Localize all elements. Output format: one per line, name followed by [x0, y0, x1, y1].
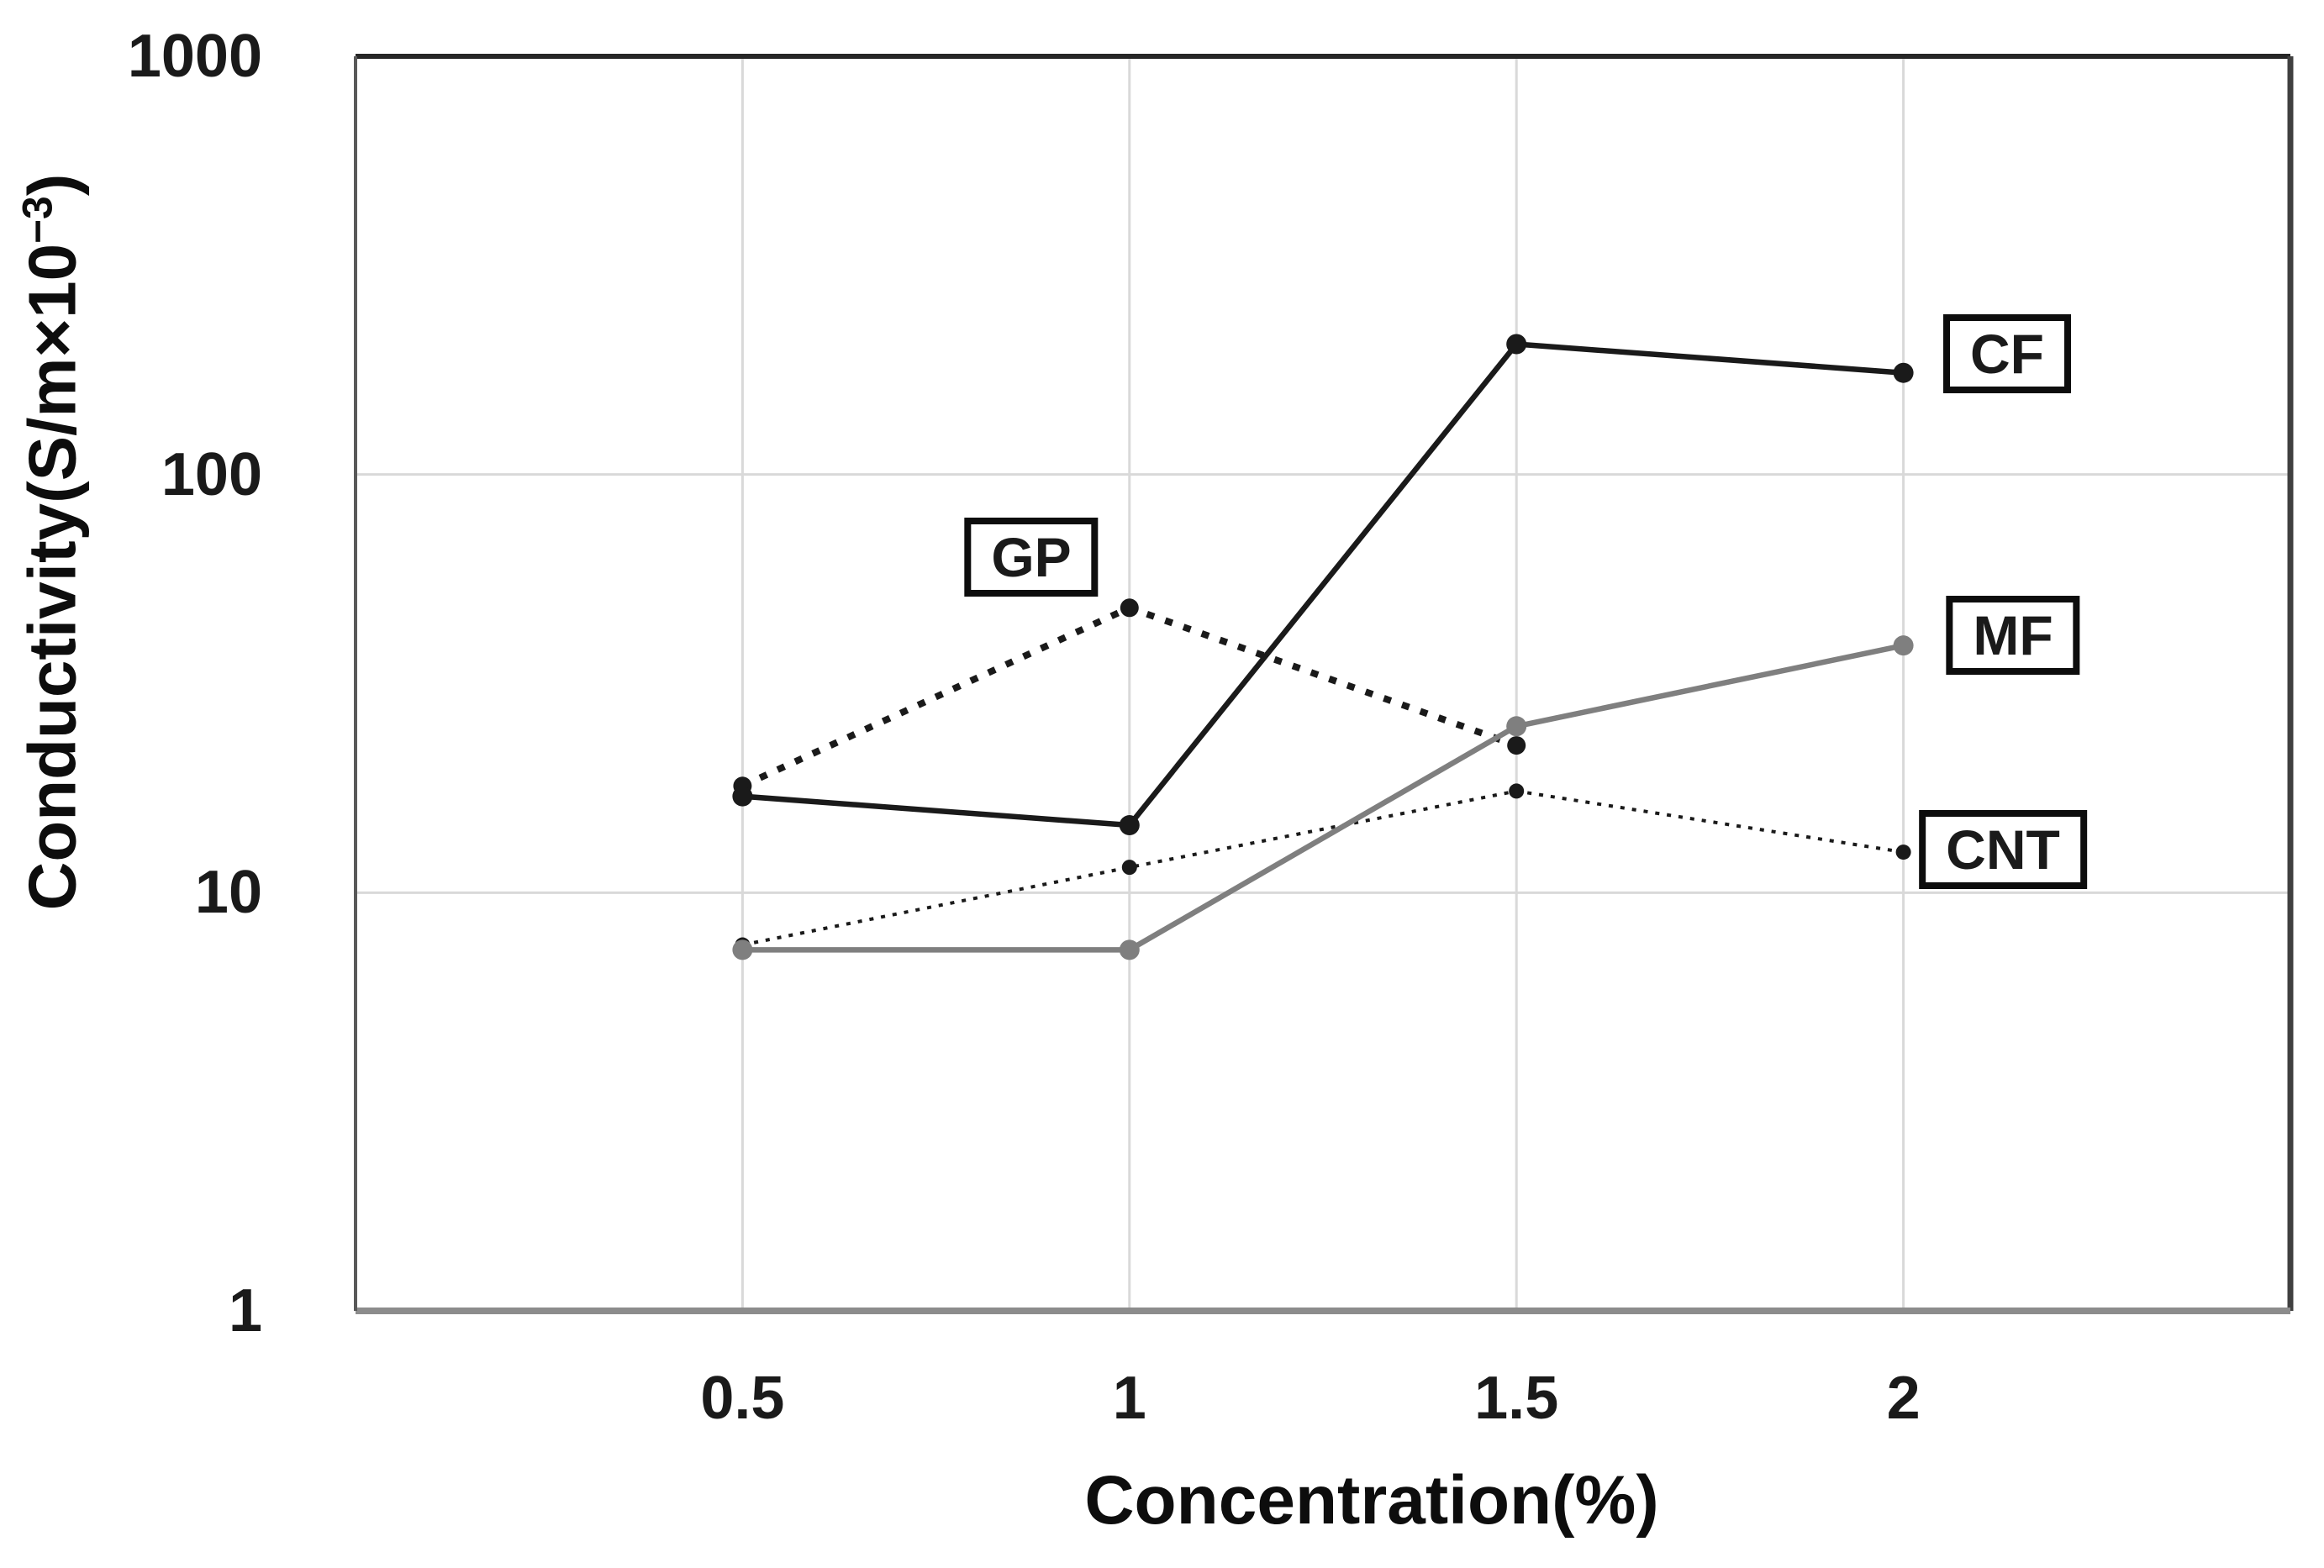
series-label-GP: GP — [964, 518, 1099, 597]
data-point-CF-0.5 — [732, 786, 753, 807]
y-axis-title-superscript: −3 — [13, 196, 61, 244]
x-tick-label-1: 1 — [1112, 1365, 1146, 1432]
y-axis-title-main: Conductivity(S/m×10 — [14, 243, 90, 911]
x-tick-label-0.5: 0.5 — [700, 1365, 785, 1432]
x-tick-label-1.5: 1.5 — [1474, 1365, 1559, 1432]
y-tick-label-1000: 1000 — [127, 23, 262, 90]
data-point-MF-2 — [1893, 635, 1914, 656]
y-tick-label-100: 100 — [161, 440, 262, 508]
data-point-CF-1.5 — [1506, 334, 1527, 355]
y-tick-label-1: 1 — [228, 1277, 262, 1344]
series-label-CNT: CNT — [1919, 810, 2087, 889]
data-point-CF-2 — [1893, 362, 1914, 383]
data-point-CNT-1 — [1121, 860, 1137, 876]
y-tick-label-10: 10 — [194, 859, 262, 927]
data-point-CF-1 — [1119, 815, 1140, 836]
series-label-CF: CF — [1943, 314, 2071, 393]
series-line-CNT — [742, 789, 1904, 947]
y-axis-title-close: ) — [14, 173, 90, 197]
series-line-CF — [742, 341, 1904, 829]
data-point-MF-0.5 — [732, 939, 753, 960]
data-point-MF-1.5 — [1506, 716, 1527, 737]
data-point-CNT-1.5 — [1509, 783, 1525, 799]
data-point-CNT-2 — [1895, 845, 1911, 860]
data-point-GP-1 — [1120, 598, 1139, 618]
y-axis-title: Conductivity(S/m×10−3) — [13, 174, 92, 911]
series-line-MF — [742, 642, 1905, 953]
data-point-MF-1 — [1119, 939, 1140, 960]
x-tick-label-2: 2 — [1886, 1365, 1921, 1432]
x-axis-title: Concentration(%) — [1084, 1462, 1659, 1539]
data-point-GP-1.5 — [1507, 736, 1526, 755]
series-label-MF: MF — [1946, 596, 2080, 675]
